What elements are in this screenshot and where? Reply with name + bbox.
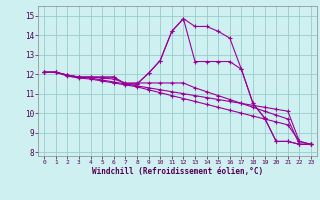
X-axis label: Windchill (Refroidissement éolien,°C): Windchill (Refroidissement éolien,°C) (92, 167, 263, 176)
